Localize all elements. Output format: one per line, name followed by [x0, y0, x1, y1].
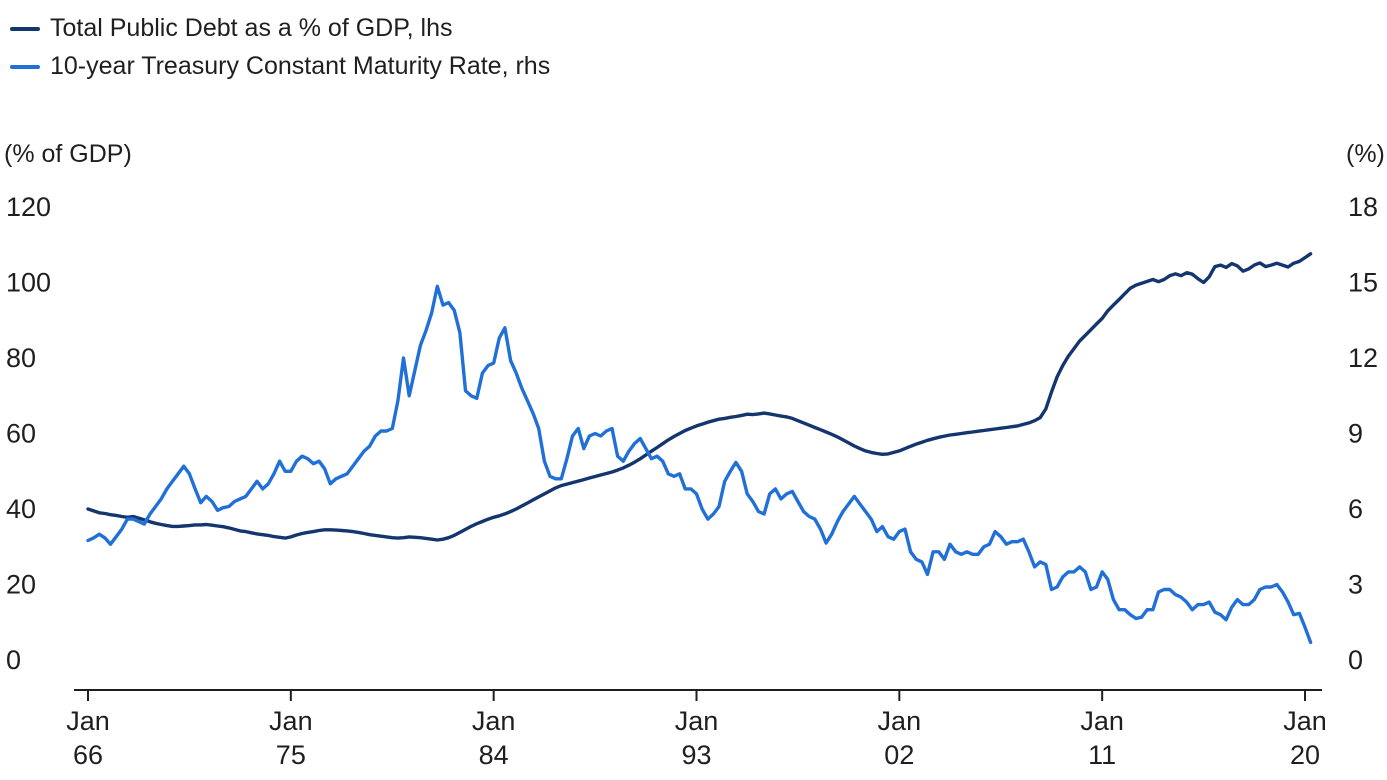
left-axis-unit-label: (% of GDP) — [4, 140, 132, 168]
right-axis-tick-label: 9 — [1348, 419, 1363, 449]
right-axis-tick-label: 12 — [1348, 343, 1378, 373]
left-axis-tick-label: 60 — [6, 419, 36, 449]
x-axis-tick-label-year: 20 — [1290, 740, 1320, 770]
right-axis-tick-label: 3 — [1348, 570, 1363, 600]
x-axis-tick-label-year: 11 — [1088, 740, 1116, 770]
left-axis-tick-label: 100 — [6, 268, 51, 298]
left-axis-tick-label: 0 — [6, 645, 21, 675]
debt-series-line — [86, 252, 1313, 542]
legend-swatch-debt-icon — [10, 27, 40, 31]
x-axis-tick-label-month: Jan — [1080, 706, 1124, 736]
x-axis-tick-label-year: 66 — [73, 740, 103, 770]
legend-item-rate: 10-year Treasury Constant Maturity Rate,… — [10, 48, 550, 86]
x-axis-tick-label-month: Jan — [269, 706, 313, 736]
x-axis-tick-label-year: 75 — [276, 740, 306, 770]
x-axis-tick-label-year: 02 — [884, 740, 914, 770]
right-axis-unit-label: (%) — [1346, 140, 1385, 168]
legend-label-rate: 10-year Treasury Constant Maturity Rate,… — [50, 52, 551, 81]
right-axis-tick-label: 15 — [1348, 268, 1378, 298]
rate-series-line — [86, 284, 1313, 645]
x-axis-tick-label-month: Jan — [878, 706, 922, 736]
x-axis-tick-label-month: Jan — [66, 706, 110, 736]
left-axis-tick-label: 20 — [6, 570, 36, 600]
legend-item-debt: Total Public Debt as a % of GDP, lhs — [10, 10, 550, 48]
x-axis-tick-label-year: 93 — [681, 740, 711, 770]
left-axis-tick-label: 40 — [6, 494, 36, 524]
x-axis-tick-label-month: Jan — [675, 706, 719, 736]
legend-label-debt: Total Public Debt as a % of GDP, lhs — [50, 14, 453, 43]
right-axis-tick-label: 0 — [1348, 645, 1363, 675]
legend: Total Public Debt as a % of GDP, lhs 10-… — [10, 10, 550, 86]
x-axis-tick-label-month: Jan — [1283, 706, 1327, 736]
left-axis-tick-label: 80 — [6, 343, 36, 373]
left-axis-tick-label: 120 — [6, 192, 51, 222]
x-axis-tick-label-month: Jan — [472, 706, 516, 736]
right-axis-tick-label: 18 — [1348, 192, 1378, 222]
x-axis-tick-label-year: 84 — [479, 740, 509, 770]
legend-swatch-rate-icon — [10, 65, 40, 69]
right-axis-tick-label: 6 — [1348, 494, 1363, 524]
